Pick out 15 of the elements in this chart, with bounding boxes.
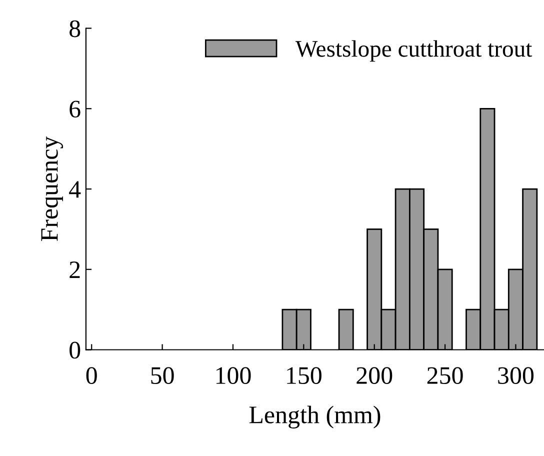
y-tick-label: 2 xyxy=(70,262,80,278)
legend-label: Westslope cutthroat trout xyxy=(295,40,532,62)
y-axis-title: Frequency xyxy=(41,136,64,242)
y-tick-label: 6 xyxy=(70,100,80,118)
x-axis-title: Length (mm) xyxy=(249,406,380,428)
y-tick-label: 4 xyxy=(69,181,81,198)
x-tick-label: 300 xyxy=(498,367,534,384)
x-tick-label: 50 xyxy=(151,367,174,384)
y-tick-label: 8 xyxy=(70,20,80,38)
y-tick-label: 0 xyxy=(70,342,80,359)
x-tick-label: 100 xyxy=(216,367,251,384)
x-tick-label: 150 xyxy=(287,367,322,384)
x-tick-label: 0 xyxy=(86,367,97,384)
x-tick-label: 200 xyxy=(356,367,392,384)
x-tick-label: 250 xyxy=(427,367,463,384)
